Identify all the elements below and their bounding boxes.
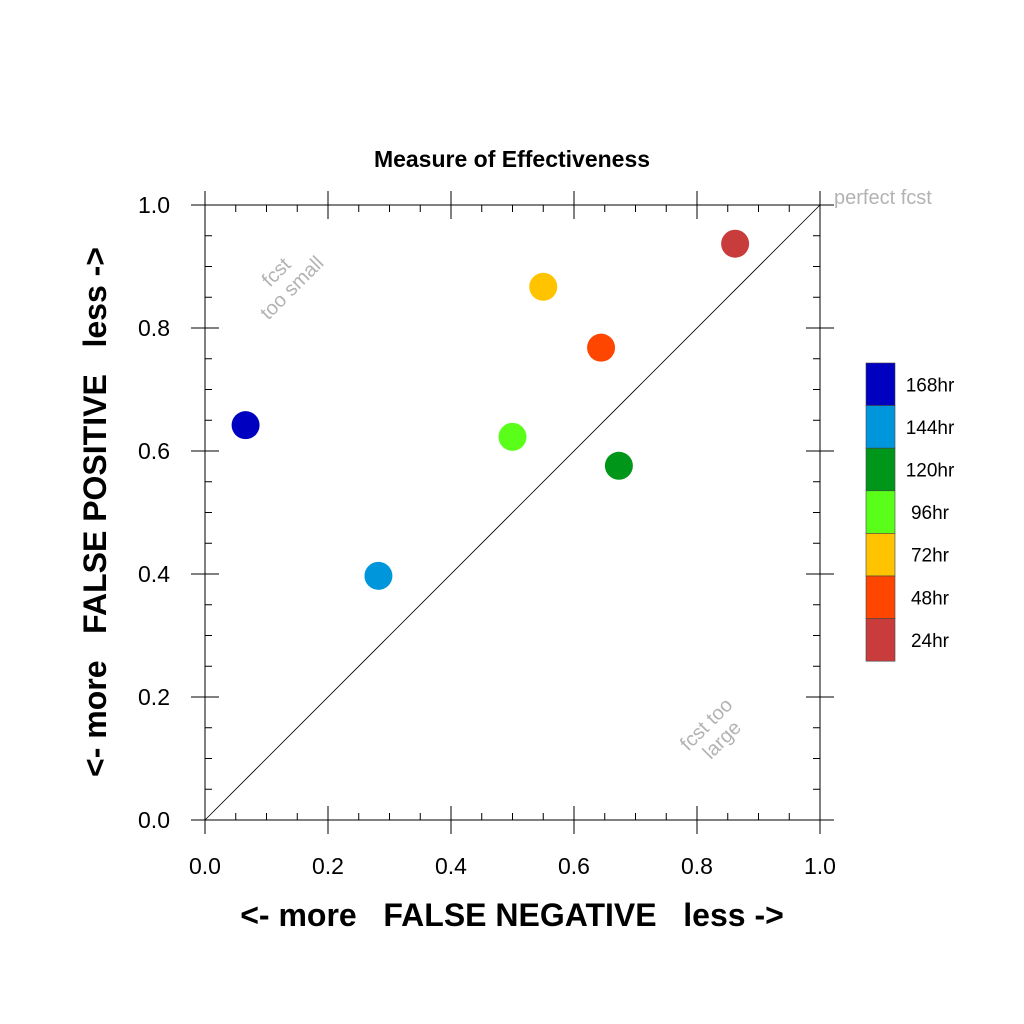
legend-label-168hr: 168hr — [906, 375, 955, 396]
chart-title: Measure of Effectiveness — [374, 146, 650, 172]
legend-swatch-96hr — [865, 490, 896, 534]
diagonal-line — [204, 204, 821, 821]
y-tick-label: 0.4 — [138, 561, 170, 587]
y-tick-label: 0.0 — [138, 807, 170, 833]
x-tick-label: 0.2 — [312, 853, 344, 879]
x-tick-label: 0.4 — [435, 853, 467, 879]
data-points — [231, 229, 750, 590]
legend-label-24hr: 24hr — [911, 631, 950, 652]
x-axis-label: <- more FALSE NEGATIVE less -> — [240, 897, 784, 933]
legend-swatch-48hr — [865, 575, 896, 619]
legend: 168hr 144hr 120hr 96hr 72hr 48hr 24hr — [865, 362, 955, 662]
x-tick-label: 0.6 — [558, 853, 590, 879]
y-tick-label: 0.2 — [138, 684, 170, 710]
point-96hr — [498, 422, 527, 451]
point-24hr — [721, 229, 750, 258]
y-tick-label: 0.8 — [138, 315, 170, 341]
point-120hr — [604, 451, 633, 480]
y-tick-label: 0.6 — [138, 438, 170, 464]
x-tick-label: 0.0 — [189, 853, 221, 879]
fcst-too-small-line2: too small — [256, 252, 328, 324]
legend-label-72hr: 72hr — [911, 546, 950, 567]
y-axis-label: <- more FALSE POSITIVE less -> — [77, 247, 113, 777]
legend-label-120hr: 120hr — [906, 461, 955, 482]
x-tick-label: 1.0 — [804, 853, 836, 879]
axis-ticks: 0.0 0.2 0.4 0.6 0.8 1.0 0.0 0.2 0.4 0.6 0.8 1.0 — [138, 191, 836, 879]
legend-swatch-144hr — [865, 405, 896, 449]
legend-swatch-72hr — [865, 533, 896, 577]
legend-swatch-168hr — [865, 362, 896, 406]
fcst-too-large-annotation: fcst too large — [676, 694, 746, 764]
legend-label-48hr: 48hr — [911, 588, 950, 609]
x-tick-label: 0.8 — [681, 853, 713, 879]
legend-label-96hr: 96hr — [911, 503, 950, 524]
legend-swatch-120hr — [865, 447, 896, 492]
point-144hr — [364, 561, 393, 590]
legend-swatch-24hr — [865, 618, 896, 662]
point-168hr — [231, 411, 260, 440]
perfect-fcst-annotation: perfect fcst — [834, 187, 932, 209]
legend-label-144hr: 144hr — [906, 418, 955, 439]
point-72hr — [529, 272, 558, 301]
point-48hr — [587, 333, 616, 362]
y-tick-label: 1.0 — [138, 192, 170, 218]
fcst-too-small-annotation: fcst too small — [256, 252, 328, 324]
